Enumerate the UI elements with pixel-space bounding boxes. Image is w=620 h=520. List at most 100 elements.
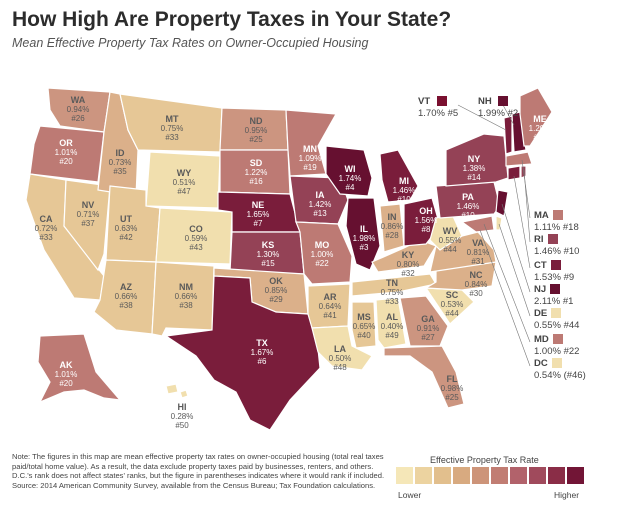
label-oh-name: OH: [419, 206, 433, 216]
label-wa-rate: 0.94%: [67, 105, 90, 114]
label-id-rank: #35: [113, 167, 127, 176]
label-nm-rank: #38: [179, 301, 193, 310]
state-DE: [495, 215, 503, 231]
label-id-rate: 0.73%: [109, 158, 132, 167]
state-WA: [47, 87, 111, 133]
label-hi-rate: 0.28%: [171, 412, 194, 421]
state-TN: [351, 273, 437, 297]
label-ca-rate: 0.72%: [35, 224, 58, 233]
label-ne-name: NE: [252, 200, 265, 210]
label-ok-rank: #29: [269, 295, 283, 304]
legend-swatch-4: [453, 467, 470, 484]
inset-nh: NH 1.99% #2: [478, 96, 518, 120]
label-sd-rank: #16: [249, 177, 263, 186]
label-ny-rate: 1.38%: [463, 164, 486, 173]
side-dc-rate: 0.54% (#46): [534, 370, 586, 381]
side-de-rate: 0.55% #44: [534, 320, 580, 331]
side-ma-swatch: [552, 210, 563, 221]
label-in-rate: 0.86%: [381, 222, 404, 231]
side-de-swatch: [551, 308, 562, 319]
label-nd-name: ND: [250, 116, 263, 126]
label-nv-name: NV: [82, 200, 95, 210]
label-ks-rate: 1.30%: [257, 250, 280, 259]
state-FL: [383, 345, 465, 409]
footnote-source: Source: 2014 American Community Survey, …: [12, 480, 376, 490]
label-tx-rank: #6: [258, 357, 267, 366]
legend-swatch-8: [529, 467, 546, 484]
legend-swatch-6: [491, 467, 508, 484]
label-va-rate: 0.81%: [467, 248, 490, 257]
label-hi-name: HI: [178, 402, 187, 412]
map-title: How High Are Property Taxes in Your Stat…: [12, 8, 452, 31]
label-va-rank: #31: [471, 257, 485, 266]
inset-vt: VT 1.70% #5: [418, 96, 458, 120]
label-la-rate: 0.50%: [329, 354, 352, 363]
state-NH: [511, 111, 527, 153]
label-ny-rank: #14: [467, 173, 481, 182]
legend-swatch-10: [567, 467, 584, 484]
state-NM: [151, 261, 215, 337]
label-ar-name: AR: [324, 292, 337, 302]
state-MI: [379, 149, 419, 203]
label-ak-name: AK: [60, 360, 73, 370]
label-wv-name: WV: [443, 226, 458, 236]
side-ma-rate: 1.11% #18: [534, 222, 579, 233]
label-ok-name: OK: [269, 276, 283, 286]
legend-swatch-9: [548, 467, 565, 484]
label-ms-rate: 0.65%: [353, 322, 376, 331]
label-sc-name: SC: [446, 290, 459, 300]
label-ar-rate: 0.64%: [319, 302, 342, 311]
side-dc-name: DC: [534, 358, 548, 369]
label-ia-name: IA: [316, 190, 326, 200]
label-nd-rate: 0.95%: [245, 126, 268, 135]
label-sc-rank: #44: [445, 309, 459, 318]
label-al-rate: 0.40%: [381, 322, 404, 331]
label-ca-name: CA: [40, 214, 53, 224]
legend-swatch-1: [396, 467, 413, 484]
label-nc-rate: 0.84%: [465, 280, 488, 289]
inset-nh-rate: 1.99% #2: [478, 108, 519, 119]
map-subtitle: Mean Effective Property Tax Rates on Own…: [12, 36, 369, 50]
legend-swatch-5: [472, 467, 489, 484]
label-tn-rank: #33: [385, 297, 399, 306]
label-mn-rank: #19: [303, 163, 317, 172]
legend-title: Effective Property Tax Rate: [430, 455, 539, 465]
side-ri: RI 1.46% #10: [534, 234, 579, 258]
label-mo-rank: #22: [315, 259, 329, 268]
label-ia-rank: #13: [313, 209, 327, 218]
inset-vt-rate: 1.70% #5: [418, 108, 459, 119]
label-al-name: AL: [386, 312, 398, 322]
legend-high: Higher: [554, 490, 580, 500]
state-VT: [503, 115, 513, 155]
label-ga-rank: #27: [421, 333, 435, 342]
label-il-rate: 1.98%: [353, 234, 376, 243]
side-dc-swatch: [551, 358, 562, 369]
label-mo-rate: 1.00%: [311, 250, 334, 259]
label-va-name: VA: [472, 238, 484, 248]
label-ut-rate: 0.63%: [115, 224, 138, 233]
state-HI2: [179, 389, 189, 399]
label-sc-rate: 0.53%: [441, 300, 464, 309]
label-in-name: IN: [388, 212, 397, 222]
footnote: Note: The figures in this map are mean e…: [12, 452, 390, 490]
label-ks-rank: #15: [261, 259, 275, 268]
side-nj: NJ 2.11% #1: [534, 284, 573, 308]
label-al-rank: #49: [385, 331, 399, 340]
label-oh-rank: #8: [422, 225, 431, 234]
label-wy-rank: #47: [177, 187, 191, 196]
label-ok-rate: 0.85%: [265, 286, 288, 295]
label-ga-rate: 0.91%: [417, 324, 440, 333]
label-fl-rate: 0.98%: [441, 384, 464, 393]
label-tx-rate: 1.67%: [251, 348, 274, 357]
state-MO: [295, 221, 353, 285]
label-ga-name: GA: [421, 314, 435, 324]
label-co-rank: #43: [189, 243, 203, 252]
label-or-name: OR: [59, 138, 73, 148]
label-mi-rank: #10: [397, 195, 411, 204]
label-wi-rank: #4: [346, 183, 355, 192]
label-la-name: LA: [334, 344, 346, 354]
side-nj-rate: 2.11% #1: [534, 296, 574, 307]
legend-swatch-3: [434, 467, 451, 484]
state-MA: [505, 151, 533, 167]
label-co-name: CO: [189, 224, 203, 234]
